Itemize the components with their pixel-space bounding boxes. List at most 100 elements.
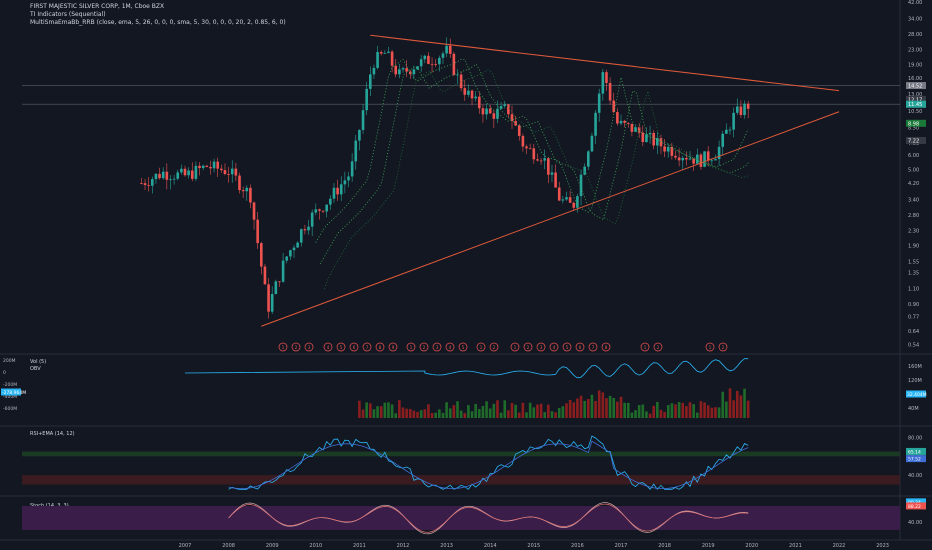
candle-body	[292, 247, 296, 251]
sequential-marker-label: 7	[592, 345, 595, 350]
y-tick-label: 3.40	[908, 198, 919, 204]
sequential-marker-label: 2	[295, 345, 298, 350]
sequential-marker-label: 1	[514, 345, 517, 350]
sequential-marker	[304, 342, 314, 352]
volume-bar	[619, 396, 623, 418]
volume-bar	[648, 413, 652, 418]
candle-body	[339, 184, 343, 195]
sequential-marker-label: 4	[449, 345, 452, 350]
candle-body	[354, 140, 358, 162]
obv-line	[184, 358, 749, 379]
candle-body	[626, 122, 630, 124]
candle-body	[721, 133, 725, 147]
price-badge	[906, 119, 926, 127]
price-badge	[906, 136, 926, 144]
volume-bar	[492, 403, 496, 418]
candle-body	[670, 147, 674, 156]
candle-body	[405, 68, 408, 72]
candle-body	[728, 129, 732, 131]
sequential-marker-label: 3	[308, 345, 311, 350]
candle-body	[267, 284, 270, 312]
y-tick-label: 0.90	[908, 302, 919, 308]
candle-body	[172, 178, 176, 180]
volume-bar	[463, 413, 467, 418]
sequential-marker-label: 2	[527, 345, 530, 350]
trendline	[261, 111, 840, 327]
candle-body	[685, 157, 688, 160]
x-tick-label: 2014	[484, 543, 497, 549]
volume-bar	[398, 400, 401, 418]
candle-body	[746, 103, 750, 109]
y-tick-label: 0.77	[908, 314, 919, 320]
candle-body	[238, 175, 241, 191]
sequential-marker-label: 4	[327, 345, 330, 350]
rsi-badge	[906, 455, 926, 463]
volume-bar	[430, 413, 434, 418]
volume-bar	[390, 404, 394, 418]
candle-body	[481, 108, 485, 115]
candle-body	[220, 168, 223, 171]
candle-body	[307, 226, 310, 231]
candle-body	[605, 72, 608, 83]
y-tick-label: 1.35	[908, 270, 919, 276]
candle-body	[470, 90, 474, 99]
volume-bar	[681, 402, 685, 418]
sequential-marker	[388, 342, 398, 352]
candle-body	[503, 104, 507, 107]
volume-bar	[387, 402, 390, 418]
sequential-marker	[489, 342, 499, 352]
x-tick-label: 2017	[615, 543, 628, 549]
x-tick-label: 2011	[353, 543, 366, 549]
candle-body	[561, 199, 565, 201]
sequential-marker-label: 2	[423, 345, 426, 350]
x-tick-label: 2008	[222, 543, 235, 549]
sequential-marker	[476, 342, 486, 352]
candle-body	[274, 281, 278, 295]
volume-bar	[656, 401, 659, 418]
candle-body	[474, 96, 477, 99]
volume-bar	[510, 402, 514, 418]
candle-body	[347, 176, 350, 181]
y-tick-label: 5.00	[908, 167, 919, 173]
rsi-axis-label: 80.00	[908, 435, 922, 441]
volume-bar	[448, 408, 452, 418]
obv-axis-label: -600M	[3, 406, 17, 412]
volume-bar	[434, 412, 437, 418]
candle-body	[318, 209, 321, 211]
candle-body	[325, 204, 328, 212]
candle-body	[463, 88, 467, 95]
volume-bar	[725, 401, 728, 418]
candle-body	[332, 187, 336, 199]
volume-bar	[467, 405, 470, 418]
candle-body	[623, 120, 626, 123]
x-tick-label: 2021	[789, 543, 802, 549]
candle-body	[419, 59, 423, 67]
candle-body	[281, 260, 285, 282]
volume-bar	[481, 405, 485, 418]
indicator-1-label: TI Indicators (Sequential)	[30, 11, 106, 18]
sequential-marker-label: 4	[553, 345, 556, 350]
candle-body	[579, 174, 583, 197]
candle-body	[478, 96, 481, 109]
candle-body	[198, 165, 201, 169]
volume-pane-label: Vol (5)	[30, 359, 46, 365]
candle-body	[619, 120, 623, 124]
candle-body	[706, 151, 710, 161]
candle-body	[692, 158, 695, 164]
candle-body	[299, 229, 303, 243]
volume-bar	[616, 401, 619, 418]
candle-body	[372, 67, 376, 75]
volume-bar	[416, 411, 419, 418]
volume-bar	[572, 402, 576, 418]
y-tick-label: 34.00	[908, 17, 922, 23]
sequential-marker	[323, 342, 333, 352]
candle-body	[572, 202, 576, 208]
candle-body	[608, 82, 612, 101]
sequential-marker-label: 1	[709, 345, 712, 350]
volume-bar	[703, 402, 706, 418]
volume-bar	[576, 398, 579, 418]
volume-bar	[583, 400, 586, 418]
volume-bar	[626, 402, 630, 418]
candle-body	[597, 93, 601, 113]
